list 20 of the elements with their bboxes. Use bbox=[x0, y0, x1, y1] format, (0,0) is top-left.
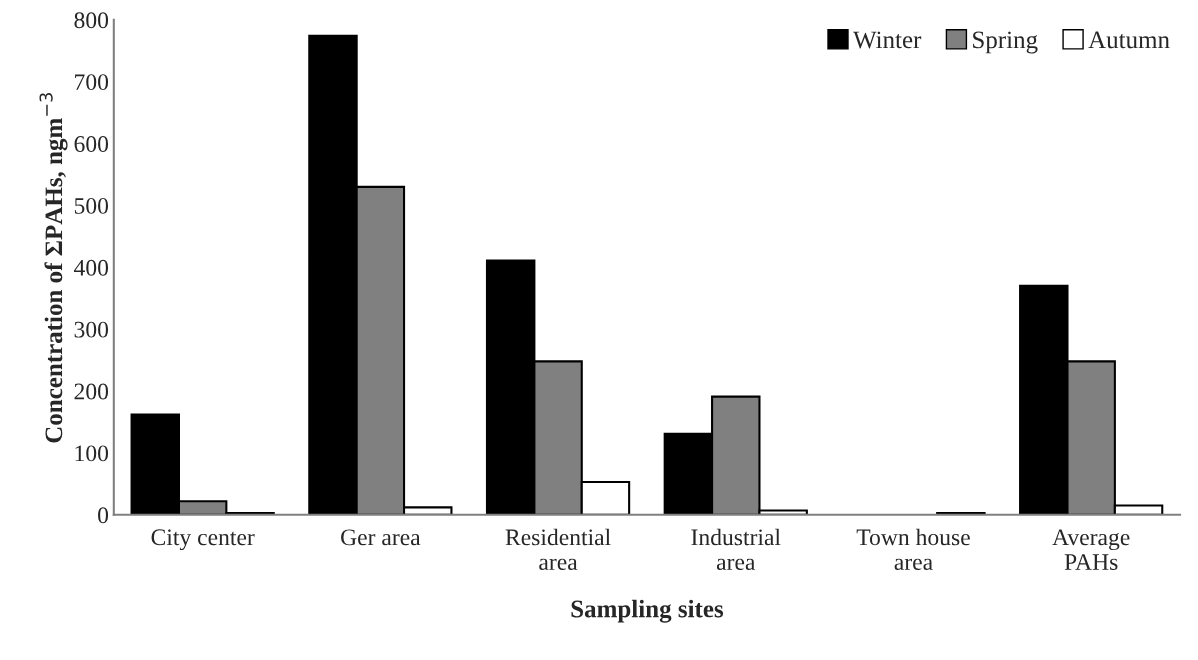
y-tick-label: 300 bbox=[74, 321, 109, 338]
x-axis-title: Sampling sites bbox=[571, 599, 724, 623]
y-tick-label: 500 bbox=[74, 197, 109, 214]
y-tick-label: 600 bbox=[74, 136, 109, 152]
legend-label: Autumn bbox=[1088, 31, 1170, 49]
y-axis-title: Concentration of ΣPAHs, ngm$^{−3}$ bbox=[39, 93, 68, 443]
x-tick-label: Residential area bbox=[505, 528, 611, 570]
y-tick-label: 0 bbox=[98, 507, 109, 524]
legend-label: Spring bbox=[973, 31, 1038, 54]
x-tick-label: Average PAHs bbox=[1052, 529, 1130, 570]
y-tick-label: 200 bbox=[74, 383, 109, 400]
y-tick-label: 800 bbox=[74, 12, 109, 29]
x-tick-label: Industrial area bbox=[691, 528, 781, 570]
x-tick-label: City center bbox=[151, 529, 255, 551]
x-tick-label: Town house area bbox=[856, 528, 970, 570]
y-tick-label: 400 bbox=[73, 259, 109, 276]
y-tick-label: 100 bbox=[75, 445, 109, 462]
legend-label: Winter bbox=[853, 31, 922, 49]
y-tick-label: 700 bbox=[75, 74, 109, 91]
x-tick-label: Ger area bbox=[341, 529, 421, 546]
